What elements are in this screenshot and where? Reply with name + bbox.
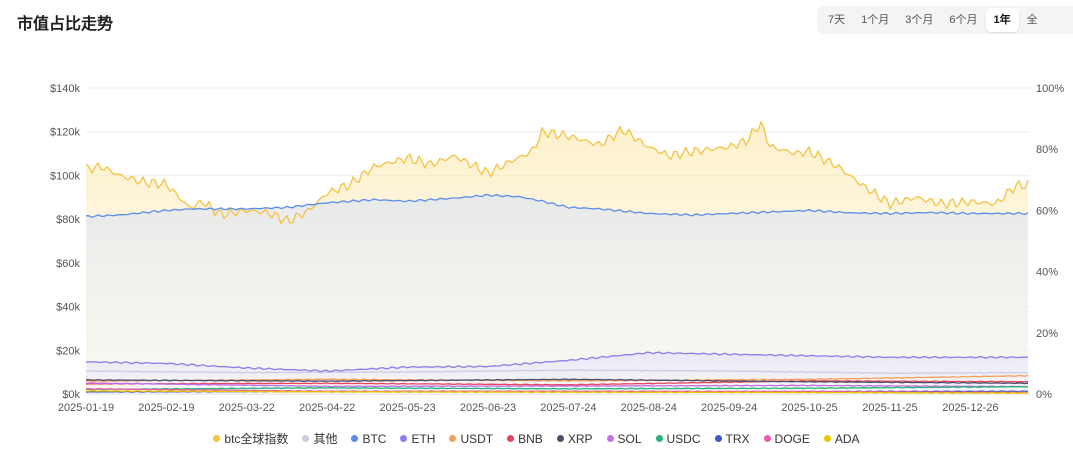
x-tick-label: 2025-09-24 — [701, 402, 757, 414]
series-btc-line — [86, 193, 1029, 218]
legend-item[interactable]: BTC — [351, 430, 386, 447]
legend-label: USDC — [666, 431, 701, 446]
legend-item[interactable]: XRP — [556, 430, 593, 447]
tab-1y[interactable]: 1年 — [985, 8, 1019, 32]
legend-marker — [763, 435, 771, 442]
legend-marker — [606, 435, 614, 442]
legend-marker — [400, 435, 408, 442]
y-left-tick-label: $20k — [56, 345, 80, 357]
legend-label: USDT — [460, 431, 494, 446]
legend-item[interactable]: ADA — [823, 430, 860, 447]
x-tick-label: 2025-05-23 — [379, 402, 435, 414]
legend-label: ETH — [411, 431, 436, 446]
legend-label: ADA — [834, 431, 860, 446]
y-left-tick-label: $40k — [56, 302, 80, 314]
y-right-tick-label: 100% — [1036, 83, 1064, 95]
legend-item[interactable]: 其他 — [302, 430, 337, 447]
x-tick-label: 2025-02-19 — [138, 402, 194, 414]
legend-item[interactable]: DOGE — [763, 430, 810, 447]
series-xrp-line — [85, 378, 1029, 385]
x-tick-label: 2025-04-22 — [299, 402, 355, 414]
x-tick-label: 2025-12-26 — [942, 402, 998, 414]
legend-label: SOL — [617, 431, 642, 446]
legend-label: BTC — [362, 431, 387, 446]
market-share-chart: $0k $20k $40k $60k $80k $100k $120k $140k 0% 20% 4… — [50, 83, 1064, 414]
legend-label: XRP — [567, 431, 593, 446]
legend-marker — [213, 435, 221, 442]
legend-label: btc全球指数 — [224, 432, 289, 446]
y-right-tick-label: 0% — [1036, 389, 1052, 401]
x-tick-label: 2025-10-25 — [781, 402, 837, 414]
legend-item[interactable]: USDT — [449, 430, 493, 447]
x-tick-label: 2025-11-25 — [862, 402, 917, 414]
y-right-tick-label: 20% — [1036, 328, 1058, 340]
y-left-tick-label: $0k — [62, 389, 80, 401]
x-tick-label: 2025-07-24 — [540, 402, 596, 414]
legend-item[interactable]: BNB — [507, 430, 543, 447]
tab-all[interactable]: 全 — [1026, 14, 1038, 26]
series-btc-index-line — [85, 121, 1029, 225]
legend-label: BNB — [518, 431, 543, 446]
legend-label: DOGE — [774, 431, 810, 446]
time-range-tabs: 7天 1个月 3个月 6个月 1年 全 — [817, 6, 1073, 34]
tab-1m[interactable]: 1个月 — [861, 14, 890, 26]
legend-item[interactable]: ETH — [400, 430, 435, 447]
tab-7d[interactable]: 7天 — [828, 14, 846, 26]
x-tick-label: 2025-03-22 — [219, 402, 275, 414]
series-eth-line — [85, 351, 1029, 373]
legend-marker — [302, 435, 310, 442]
series-usdc-line — [85, 385, 1029, 391]
legend-marker — [556, 435, 564, 442]
legend-marker — [351, 435, 359, 442]
legend-label: 其他 — [313, 432, 338, 446]
series-usdt-line — [85, 374, 1029, 383]
legend-marker — [714, 435, 722, 442]
legend-label: TRX — [725, 431, 750, 446]
legend-marker — [823, 435, 831, 442]
series-bnb-line — [85, 379, 1029, 386]
y-left-tick-label: $100k — [50, 170, 80, 182]
legend-marker — [507, 435, 515, 442]
y-right-tick-label: 60% — [1036, 205, 1058, 217]
legend-item[interactable]: btc全球指数 — [213, 430, 288, 447]
legend-marker — [655, 435, 663, 442]
y-right-tick-label: 40% — [1036, 267, 1058, 279]
x-tick-label: 2025-06-23 — [460, 402, 516, 414]
y-left-tick-label: $60k — [56, 258, 80, 270]
series-ada-line — [85, 390, 1029, 394]
series-sol-line — [85, 382, 1029, 388]
series-other-line — [86, 369, 1029, 375]
legend-item[interactable]: SOL — [606, 430, 642, 447]
legend-item[interactable]: USDC — [655, 430, 701, 447]
tab-3m[interactable]: 3个月 — [905, 14, 934, 26]
legend-item[interactable]: TRX — [714, 430, 750, 447]
y-left-tick-label: $140k — [50, 83, 80, 95]
y-left-tick-label: $120k — [50, 127, 80, 139]
x-tick-label: 2025-01-19 — [58, 402, 114, 414]
y-left-tick-label: $80k — [56, 214, 80, 226]
series-doge-line — [85, 387, 1029, 394]
chart-legend: btc全球指数 其他 BTC ETH USDT BNB XRP SOL USDC TRX DOGE A… — [0, 430, 1073, 447]
legend-marker — [449, 435, 457, 442]
page-title: 市值占比走势 — [17, 16, 114, 33]
tab-6m[interactable]: 6个月 — [949, 14, 978, 26]
y-right-tick-label: 80% — [1036, 144, 1058, 156]
x-tick-label: 2025-08-24 — [621, 402, 677, 414]
series-btc-area — [86, 194, 1028, 394]
